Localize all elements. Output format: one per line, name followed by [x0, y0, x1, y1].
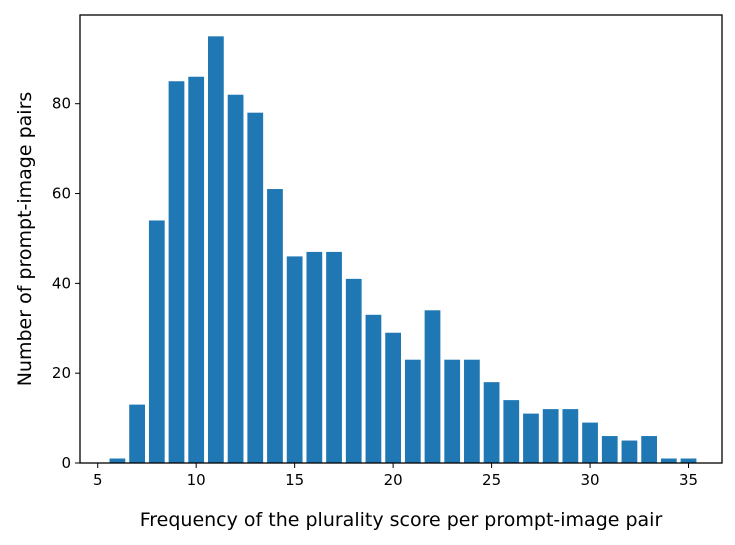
plot-frame	[79, 14, 723, 464]
x-axis-ticks: 5 10 15 20 25 30 35	[93, 463, 698, 489]
bar-9	[168, 81, 185, 463]
bar-28	[542, 409, 559, 463]
y-tick-label: 0	[61, 454, 71, 472]
bar-29	[562, 409, 579, 463]
bar-7	[129, 404, 145, 463]
x-tick-label: 20	[384, 471, 403, 489]
bars-group	[109, 36, 697, 464]
x-tick-label: 5	[93, 471, 103, 489]
bar-19	[365, 314, 382, 463]
bar-23	[444, 359, 461, 463]
bar-30	[582, 422, 598, 463]
bar-18	[345, 278, 362, 463]
x-tick-label: 15	[285, 471, 304, 489]
x-tick-label: 30	[581, 471, 600, 489]
bar-27	[523, 413, 539, 463]
bar-22	[424, 310, 441, 463]
bar-24	[464, 359, 480, 463]
bar-15	[286, 256, 303, 463]
bar-35	[680, 458, 697, 463]
y-axis-label: Number of prompt-image pairs	[14, 92, 36, 387]
bar-11	[208, 36, 224, 463]
bar-20	[385, 332, 401, 463]
y-axis-ticks: 0 20 40 60 80	[52, 95, 80, 472]
y-tick-label: 80	[52, 95, 71, 113]
bar-12	[227, 94, 244, 463]
y-tick-label: 20	[52, 364, 71, 382]
bar-13	[247, 112, 264, 464]
bar-16	[306, 251, 323, 463]
bar-25	[483, 382, 500, 463]
x-tick-label: 35	[679, 471, 698, 489]
y-tick-label: 60	[52, 185, 71, 203]
bar-32	[621, 440, 638, 463]
bar-31	[601, 436, 618, 463]
bar-26	[503, 400, 520, 463]
y-tick-label: 40	[52, 274, 71, 292]
x-tick-label: 25	[482, 471, 501, 489]
x-tick-label: 10	[187, 471, 206, 489]
x-axis-label: Frequency of the plurality score per pro…	[140, 509, 663, 531]
bar-6	[109, 458, 126, 463]
bar-17	[326, 251, 342, 463]
bar-8	[148, 220, 165, 463]
bar-10	[188, 76, 205, 463]
bar-33	[641, 436, 658, 463]
bar-21	[404, 359, 421, 463]
bar-14	[267, 189, 283, 464]
bar-34	[660, 458, 677, 463]
